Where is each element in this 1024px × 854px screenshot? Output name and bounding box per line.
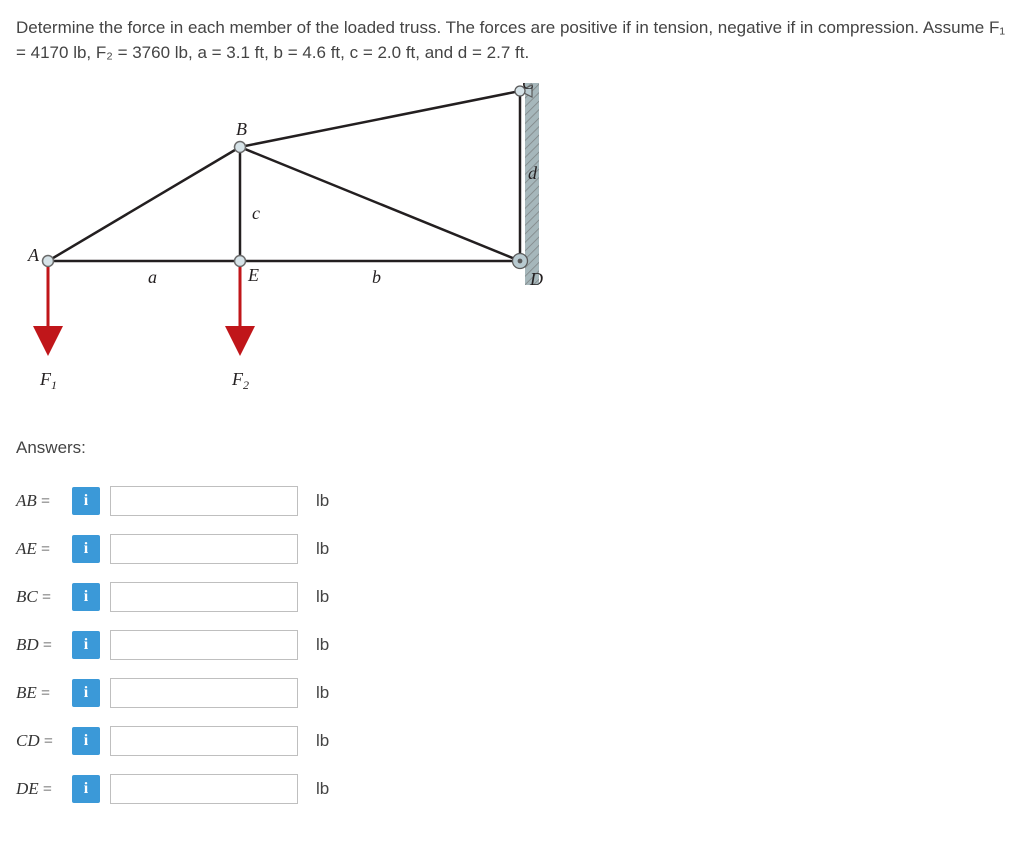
problem-text: Determine the force in each member of th… — [16, 18, 1005, 62]
answer-label: BC = — [16, 587, 62, 607]
info-icon[interactable]: i — [72, 487, 100, 515]
answer-label: DE = — [16, 779, 62, 799]
label-F2: F2 — [231, 369, 249, 392]
label-B: B — [236, 119, 247, 139]
info-icon[interactable]: i — [72, 727, 100, 755]
answers-section: AB = i lb AE = i lb BC = i lb BD = i lb … — [16, 486, 1008, 804]
member-BD — [240, 147, 520, 261]
label-d: d — [528, 163, 538, 183]
answer-row-BE: BE = i lb — [16, 678, 1008, 708]
joint-E — [235, 256, 246, 267]
answer-input-AE[interactable] — [110, 534, 298, 564]
answer-row-AB: AB = i lb — [16, 486, 1008, 516]
answer-input-AB[interactable] — [110, 486, 298, 516]
answer-row-CD: CD = i lb — [16, 726, 1008, 756]
unit-label: lb — [316, 539, 329, 559]
problem-statement: Determine the force in each member of th… — [16, 16, 1006, 65]
answer-row-AE: AE = i lb — [16, 534, 1008, 564]
answer-label: AE = — [16, 539, 62, 559]
answers-heading: Answers: — [16, 438, 1008, 458]
label-a: a — [148, 267, 157, 287]
info-icon[interactable]: i — [72, 775, 100, 803]
answer-label: AB = — [16, 491, 62, 511]
unit-label: lb — [316, 491, 329, 511]
info-icon[interactable]: i — [72, 583, 100, 611]
answer-label: CD = — [16, 731, 62, 751]
answer-input-BE[interactable] — [110, 678, 298, 708]
answer-row-DE: DE = i lb — [16, 774, 1008, 804]
truss-diagram: A B C D E a b c d F1 F2 — [16, 83, 1008, 408]
answer-row-BD: BD = i lb — [16, 630, 1008, 660]
answer-label: BE = — [16, 683, 62, 703]
support-wall-hatch — [525, 83, 539, 285]
info-icon[interactable]: i — [72, 535, 100, 563]
label-b: b — [372, 267, 381, 287]
support-roller-D — [513, 254, 528, 269]
label-F1: F1 — [39, 369, 57, 392]
info-icon[interactable]: i — [72, 631, 100, 659]
info-icon[interactable]: i — [72, 679, 100, 707]
answer-input-CD[interactable] — [110, 726, 298, 756]
unit-label: lb — [316, 731, 329, 751]
joint-A — [43, 256, 54, 267]
answer-label: BD = — [16, 635, 62, 655]
joint-B — [235, 142, 246, 153]
label-A: A — [27, 245, 40, 265]
label-E: E — [247, 265, 259, 285]
answer-input-DE[interactable] — [110, 774, 298, 804]
answer-input-BD[interactable] — [110, 630, 298, 660]
unit-label: lb — [316, 683, 329, 703]
answer-row-BC: BC = i lb — [16, 582, 1008, 612]
unit-label: lb — [316, 779, 329, 799]
unit-label: lb — [316, 635, 329, 655]
label-D: D — [529, 269, 543, 289]
unit-label: lb — [316, 587, 329, 607]
label-C: C — [522, 83, 535, 93]
label-c: c — [252, 203, 260, 223]
members — [48, 91, 520, 261]
force-arrows — [48, 267, 240, 341]
member-AB — [48, 147, 240, 261]
labels: A B C D E a b c d F1 F2 — [27, 83, 543, 392]
answer-input-BC[interactable] — [110, 582, 298, 612]
member-BC — [240, 91, 520, 147]
